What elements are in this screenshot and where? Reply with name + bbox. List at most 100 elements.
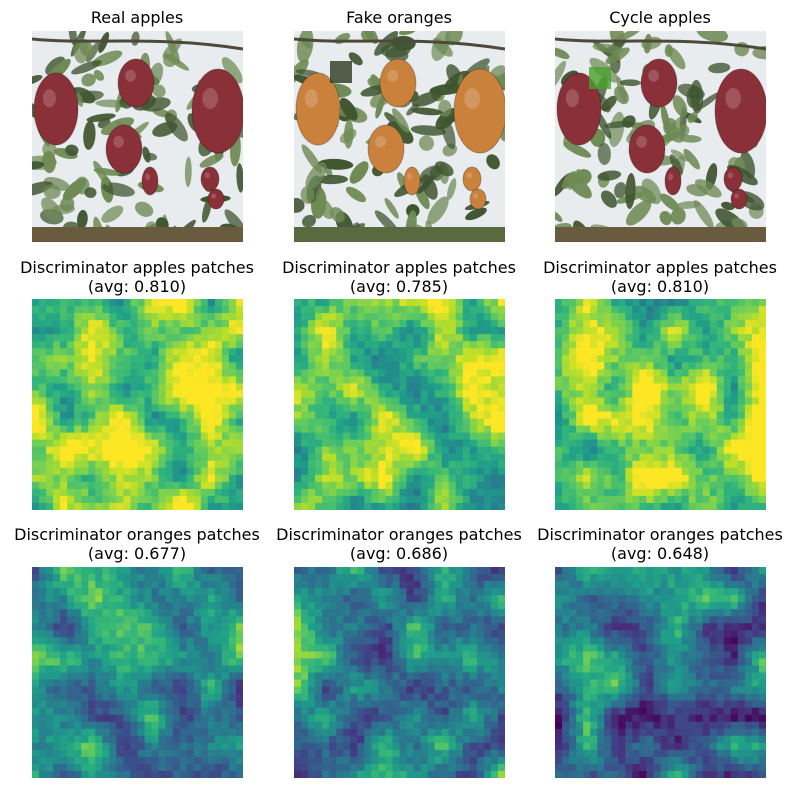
heatmap-cell [144,376,153,384]
heatmap-cell [109,404,117,413]
heatmap-cell [228,721,237,730]
heatmap-cell [744,460,753,469]
heatmap-cell [123,721,131,730]
heatmap-cell [462,616,471,624]
heatmap-cell [667,502,676,510]
heatmap-cell [406,495,415,504]
heatmap-cell [67,602,75,610]
heatmap-cell [144,439,153,448]
heatmap-cell [420,588,429,596]
heatmap-cell [618,334,626,342]
heatmap-cell [723,432,732,441]
heatmap-cell [235,313,243,321]
heatmap-cell [476,439,485,448]
heatmap-cell [758,574,766,582]
orange-fruit [379,58,417,108]
heatmap-cell [667,411,676,420]
heatmap-cell [420,341,429,349]
heatmap-cell [315,313,323,321]
heatmap-cell [221,425,230,434]
heatmap-cell [172,595,181,603]
heatmap-cell [385,320,393,328]
heatmap-cell [53,665,61,673]
heatmap-cell [576,306,584,314]
heatmap-cell [116,707,124,716]
heatmap-cell [646,355,654,363]
heatmap-cell [102,320,110,328]
heatmap-cell [137,425,146,434]
heatmap-cell [413,637,422,645]
heatmap-cell [758,369,766,377]
heatmap-cell [315,721,323,730]
heatmap-cell [158,390,167,398]
heatmap-cell [497,460,505,469]
heatmap-cell [67,679,75,688]
heatmap-cell [490,439,499,448]
heatmap-cell [193,756,202,765]
heatmap-cell [165,609,174,617]
heatmap-cell [448,665,457,673]
heatmap-cell [207,348,216,356]
heatmap-cell [674,418,683,427]
heatmap-cell [590,581,598,589]
heatmap-cell [294,714,302,723]
heatmap-cell [490,481,499,490]
heatmap-cell [221,665,230,673]
fruit-highlight [304,89,318,108]
heatmap-cell [555,432,563,441]
heatmap-cell [364,567,372,575]
heatmap-cell [378,574,386,582]
heatmap-cell [758,474,766,483]
heatmap-cell [137,418,146,427]
heatmap-cell [660,306,669,314]
heatmap-cell [611,425,619,434]
heatmap-cell [294,320,302,328]
heatmap-cell [483,672,492,681]
heatmap-cell [413,686,422,695]
heatmap-cell [737,334,746,342]
heatmap-cell [490,495,499,504]
heatmap-cell [378,411,386,420]
heatmap-cell [235,460,243,469]
heatmap-cell [228,453,237,462]
heatmap-cell [483,397,492,405]
heatmap-cell [172,460,181,469]
heatmap-cell [730,574,739,582]
heatmap-cell [322,481,330,490]
heatmap-cell [476,609,485,617]
heatmap-cell [207,623,216,631]
heatmap-cell [702,481,711,490]
heatmap-cell [497,327,505,335]
heatmap-cell [165,728,174,737]
heatmap-cell [371,742,379,751]
heatmap-cell [109,306,117,314]
heatmap-cell [301,574,309,582]
heatmap-cell [653,390,661,398]
heatmap-cell [301,672,309,681]
heatmap-cell [723,460,732,469]
heatmap-cell [186,299,195,307]
heatmap-cell [116,439,124,448]
heatmap-cell [81,418,89,427]
heatmap-cell [497,341,505,349]
heatmap-cell [200,595,209,603]
heatmap-cell [322,679,330,688]
heatmap-cell [151,488,160,497]
heatmap-cell [88,693,96,702]
heatmap-cell [688,567,697,575]
heatmap-cell [137,770,146,778]
heatmap-cell [562,362,570,370]
heatmap-cell [378,714,386,723]
heatmap-cell [758,481,766,490]
heatmap-cell [329,567,337,575]
heatmap-cell [116,362,124,370]
heatmap-cell [46,327,54,335]
heatmap-cell [322,327,330,335]
heatmap-cell [364,763,372,772]
heatmap-cell [102,630,110,638]
heatmap-cell [576,502,584,510]
heatmap-cell [193,502,202,510]
heatmap-cell [350,686,358,695]
heatmap-cell [455,644,464,652]
heatmap-cell [378,376,386,384]
